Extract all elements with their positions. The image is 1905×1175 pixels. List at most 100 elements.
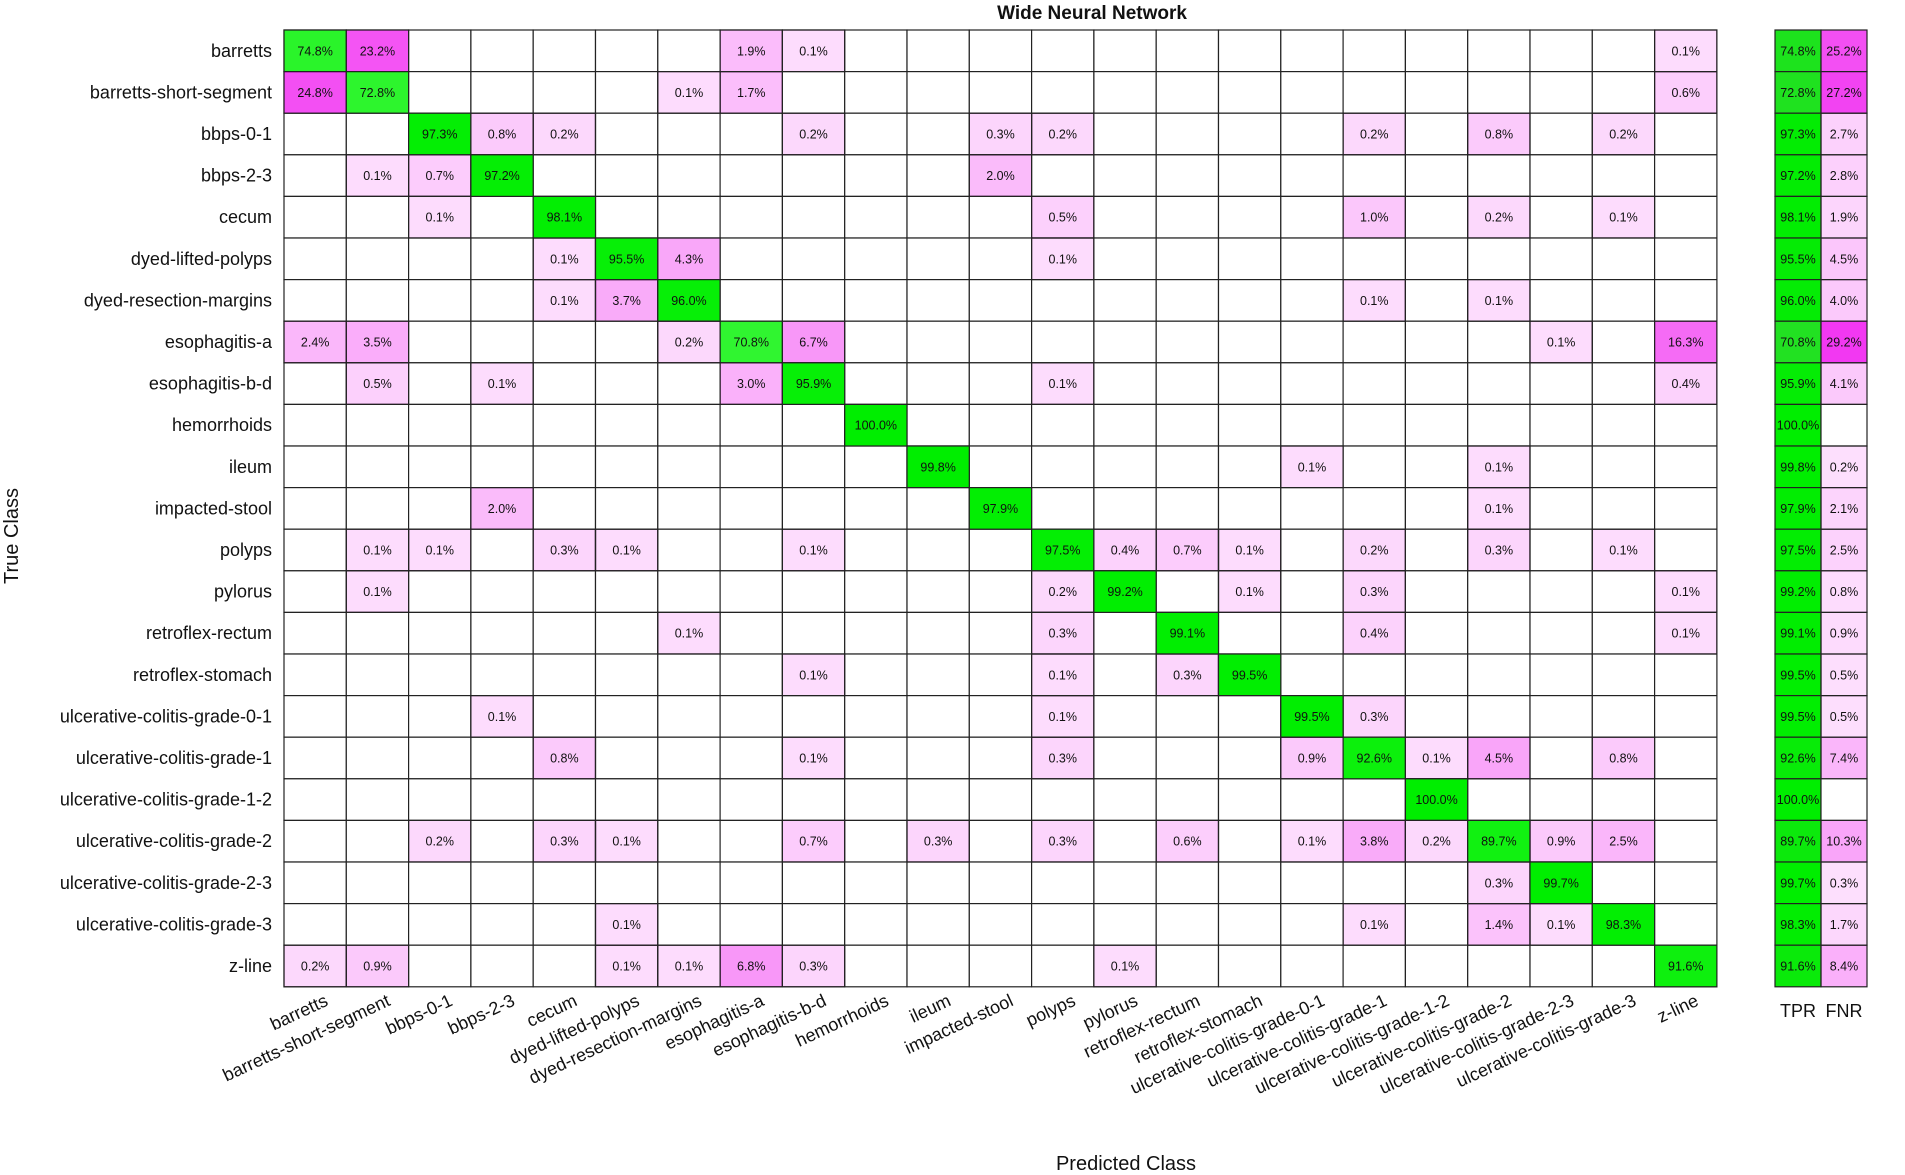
fnr-value: 29.2% (1826, 336, 1861, 350)
matrix-cell-empty (345, 403, 410, 447)
matrix-cell-empty (1030, 944, 1095, 988)
matrix-cell-value: 0.1% (1485, 502, 1514, 516)
tpr-value: 92.6% (1780, 752, 1815, 766)
matrix-cell-error (1467, 445, 1531, 489)
matrix-cell-empty (1030, 819, 1095, 863)
matrix-cell-empty (1155, 195, 1220, 239)
matrix-cell-correct (906, 445, 970, 489)
matrix-cell-error (1529, 819, 1593, 863)
matrix-cell-empty (1467, 237, 1531, 281)
matrix-cell-value: 0.8% (1485, 128, 1514, 142)
matrix-cell-error (532, 279, 597, 322)
matrix-cell-empty (1030, 902, 1095, 946)
matrix-cell-empty (781, 694, 846, 738)
matrix-cell-error (1155, 819, 1220, 863)
matrix-cell-error (1529, 902, 1593, 946)
tpr-value: 89.7% (1780, 835, 1815, 849)
fnr-cell (1820, 944, 1868, 988)
matrix-cell-empty (1591, 653, 1656, 697)
fnr-cell (1820, 445, 1868, 489)
matrix-cell-value: 0.1% (1049, 252, 1078, 266)
matrix-cell-empty (1342, 154, 1406, 198)
matrix-cell-empty (1342, 778, 1406, 821)
matrix-cell-value: 0.1% (1049, 377, 1078, 391)
matrix-cell-empty (1342, 528, 1406, 572)
matrix-cell-empty (1155, 70, 1220, 114)
matrix-cell-error (1404, 819, 1469, 863)
matrix-cell-empty (1217, 819, 1282, 863)
matrix-cell-error (1030, 195, 1095, 239)
matrix-cell-empty (594, 403, 659, 447)
matrix-cell-empty (283, 362, 347, 405)
row-label: ulcerative-colitis-grade-0-1 (60, 706, 272, 726)
matrix-cell-empty (1467, 570, 1531, 613)
matrix-cell-value: 3.5% (363, 336, 392, 350)
matrix-cell-empty (1404, 944, 1469, 988)
matrix-cell-empty (1093, 487, 1157, 530)
matrix-cell-error (1030, 736, 1095, 780)
matrix-cell-empty (719, 487, 783, 530)
matrix-cell-value: 0.5% (363, 377, 392, 391)
matrix-cell-value: 0.9% (363, 960, 392, 974)
matrix-cell-empty (470, 653, 534, 697)
matrix-cell-empty (1591, 570, 1656, 613)
matrix-cell-empty (532, 320, 597, 364)
matrix-cell-empty (1155, 528, 1220, 572)
matrix-cell-value: 70.8% (734, 336, 769, 350)
matrix-cell-empty (345, 902, 410, 946)
matrix-cell-empty (1653, 528, 1718, 572)
matrix-cell-empty (1591, 279, 1656, 322)
matrix-cell-empty (594, 445, 659, 489)
matrix-cell-empty (719, 279, 783, 322)
fnr-value: 1.9% (1830, 211, 1859, 225)
tpr-value: 100.0% (1777, 793, 1819, 807)
matrix-cell-empty (1093, 736, 1157, 780)
matrix-cell-empty (470, 861, 534, 905)
matrix-cell-empty (968, 195, 1033, 239)
matrix-cell-empty (968, 403, 1033, 447)
fnr-value: 2.7% (1830, 128, 1859, 142)
matrix-cell-empty (1155, 653, 1220, 697)
matrix-cell-empty (1217, 154, 1282, 198)
tpr-value: 98.1% (1780, 211, 1815, 225)
matrix-cell-error (781, 29, 846, 73)
matrix-cell-value: 0.1% (1298, 835, 1327, 849)
matrix-cell-error (1342, 112, 1406, 156)
matrix-cell-empty (532, 861, 597, 905)
matrix-cell-empty (594, 778, 659, 821)
matrix-cell-error (781, 819, 846, 863)
matrix-cell-empty (1591, 445, 1656, 489)
matrix-cell-empty (1093, 237, 1157, 281)
matrix-cell-error (594, 528, 659, 572)
matrix-cell-empty (1155, 736, 1220, 780)
matrix-cell-error (594, 279, 659, 322)
matrix-cell-error (1404, 736, 1469, 780)
matrix-cell-empty (345, 778, 410, 821)
row-label: cecum (219, 207, 272, 227)
matrix-cell-empty (1155, 778, 1220, 821)
matrix-cell-value: 0.2% (799, 128, 828, 142)
tpr-cell (1774, 944, 1822, 988)
matrix-cell-empty (1529, 736, 1593, 780)
tpr-value: 97.3% (1780, 128, 1815, 142)
matrix-cell-empty (1404, 861, 1469, 905)
matrix-cell-error (408, 154, 472, 198)
fnr-value: 2.8% (1830, 169, 1859, 183)
tpr-value: 91.6% (1780, 960, 1815, 974)
row-label: retroflex-stomach (133, 665, 272, 685)
row-label: ulcerative-colitis-grade-2-3 (60, 873, 272, 893)
matrix-cell-empty (1591, 694, 1656, 738)
matrix-cell-empty (1404, 611, 1469, 655)
matrix-cell-empty (283, 279, 347, 322)
tpr-value: 99.2% (1780, 585, 1815, 599)
matrix-cell-empty (844, 653, 908, 697)
fnr-value: 4.0% (1830, 294, 1859, 308)
matrix-cell-empty (1404, 403, 1469, 447)
matrix-cell-empty (1217, 29, 1282, 73)
tpr-value: 95.5% (1780, 252, 1815, 266)
matrix-cell-empty (781, 778, 846, 821)
fnr-value: 8.4% (1830, 960, 1859, 974)
matrix-cell-empty (844, 279, 908, 322)
matrix-cell-empty (1280, 902, 1344, 946)
